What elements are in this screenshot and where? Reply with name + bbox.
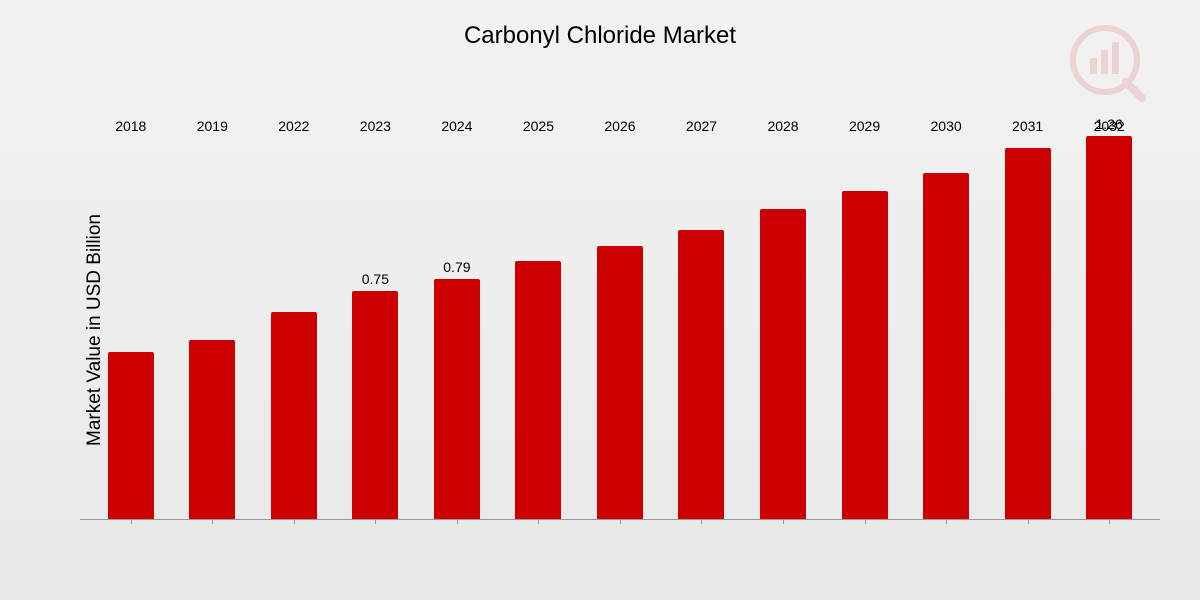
bar-value-label: 1.26 bbox=[1096, 116, 1123, 132]
x-tick bbox=[701, 519, 702, 524]
x-tick bbox=[131, 519, 132, 524]
watermark-logo bbox=[1060, 20, 1150, 115]
bar-group bbox=[987, 110, 1069, 519]
chart-title: Carbonyl Chloride Market bbox=[0, 0, 1200, 50]
bar-group bbox=[172, 110, 254, 519]
x-tick bbox=[538, 519, 539, 524]
bar-group bbox=[90, 110, 172, 519]
bar-value-label: 0.79 bbox=[443, 259, 470, 275]
x-tick bbox=[1109, 519, 1110, 524]
bar bbox=[1086, 136, 1132, 519]
x-tick bbox=[375, 519, 376, 524]
bar bbox=[923, 173, 969, 519]
x-tick bbox=[457, 519, 458, 524]
x-tick bbox=[865, 519, 866, 524]
bar bbox=[760, 209, 806, 519]
bar-group: 1.26 bbox=[1068, 110, 1150, 519]
bar bbox=[1005, 148, 1051, 519]
bar bbox=[189, 340, 235, 519]
bar bbox=[515, 261, 561, 519]
bar bbox=[842, 191, 888, 519]
plot-area: 0.75 0.79 1.26 bbox=[80, 110, 1160, 520]
x-tick bbox=[212, 519, 213, 524]
x-tick bbox=[1028, 519, 1029, 524]
x-tick bbox=[294, 519, 295, 524]
bar bbox=[352, 291, 398, 519]
bar-group bbox=[498, 110, 580, 519]
bar-value-label: 0.75 bbox=[362, 271, 389, 287]
bar-group bbox=[742, 110, 824, 519]
bar-group bbox=[905, 110, 987, 519]
x-tick bbox=[620, 519, 621, 524]
bar bbox=[597, 246, 643, 519]
bar-group bbox=[579, 110, 661, 519]
bar bbox=[434, 279, 480, 519]
x-tick bbox=[783, 519, 784, 524]
bar bbox=[108, 352, 154, 519]
bar bbox=[271, 312, 317, 519]
x-tick bbox=[946, 519, 947, 524]
bar-group bbox=[824, 110, 906, 519]
bars-container: 0.75 0.79 1.26 bbox=[80, 110, 1160, 519]
bar-group bbox=[253, 110, 335, 519]
chart-container: Market Value in USD Billion 0.750.791.26… bbox=[70, 110, 1170, 550]
bar bbox=[678, 230, 724, 519]
bar-group: 0.79 bbox=[416, 110, 498, 519]
bar-group: 0.75 bbox=[335, 110, 417, 519]
bar-group bbox=[661, 110, 743, 519]
